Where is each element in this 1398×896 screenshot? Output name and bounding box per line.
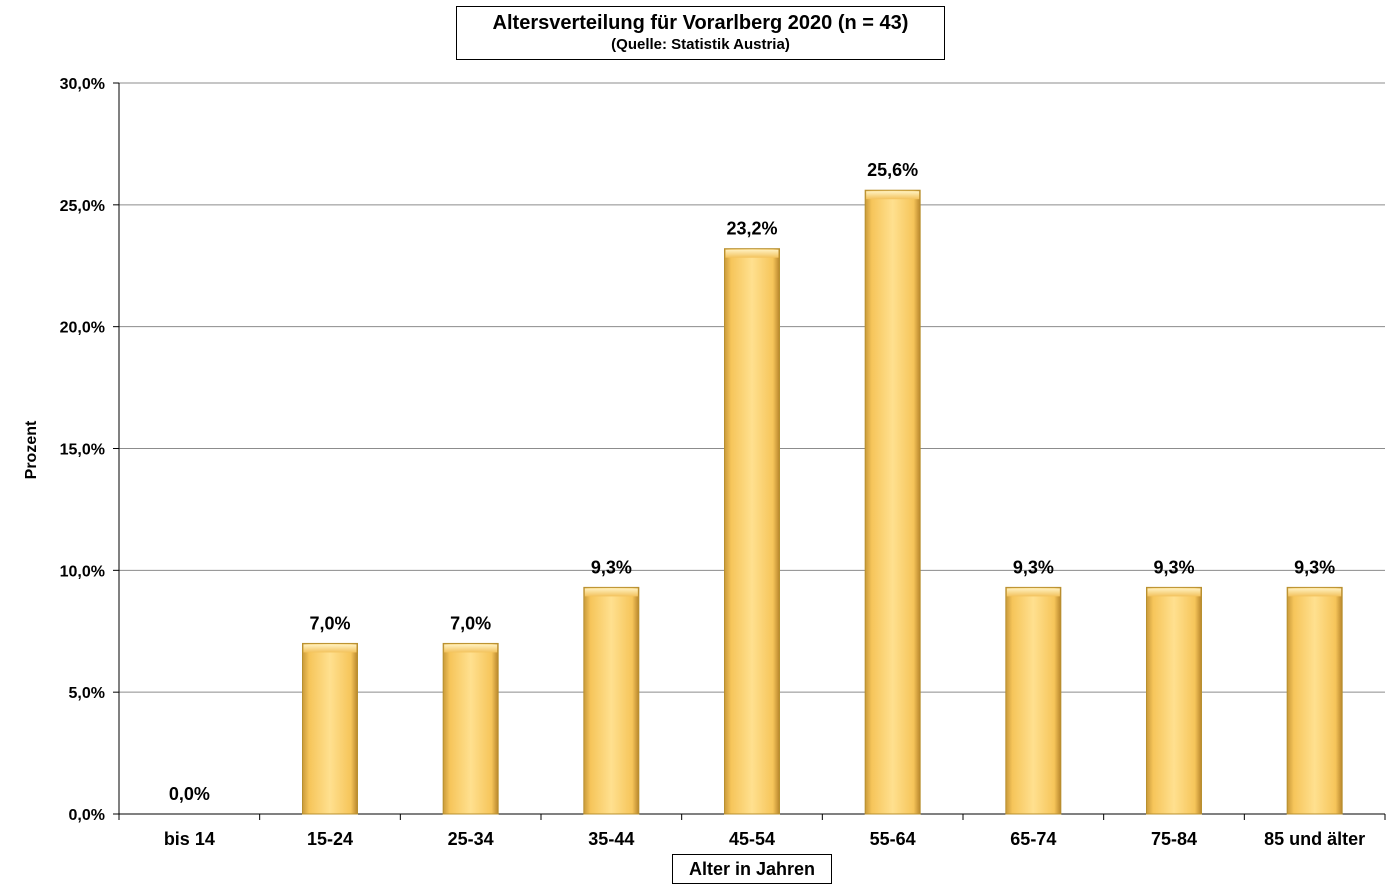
bar-body: [724, 248, 780, 815]
x-tick-label: 55-64: [870, 829, 916, 849]
data-label: 9,3%: [1294, 557, 1335, 577]
bar-body: [583, 586, 640, 815]
bar-body: [1146, 586, 1202, 815]
bar-bevel: [725, 249, 779, 258]
bar-55-64: [864, 189, 921, 815]
y-tick-label: 15,0%: [60, 442, 105, 459]
bar-body: [864, 189, 921, 815]
bar-35-44: [583, 586, 640, 815]
data-label: 25,6%: [867, 160, 918, 180]
y-axis-label: Prozent: [23, 420, 40, 480]
bar-85 und älter: [1286, 586, 1343, 815]
y-tick-label: 30,0%: [60, 76, 105, 93]
data-label: 0,0%: [169, 784, 210, 804]
data-label: 7,0%: [450, 613, 491, 633]
y-tick-label: 20,0%: [60, 320, 105, 337]
x-tick-label: 35-44: [588, 829, 634, 849]
bar-25-34: [442, 642, 499, 815]
bar-body: [1005, 586, 1062, 815]
x-tick-label: 65-74: [1010, 829, 1056, 849]
y-tick-label: 25,0%: [60, 198, 105, 215]
x-tick-label: bis 14: [164, 829, 215, 849]
x-tick-label: 75-84: [1151, 829, 1197, 849]
bar-bevel: [1006, 588, 1060, 597]
x-tick-label: 85 und älter: [1264, 829, 1365, 849]
bar-bevel: [584, 588, 638, 597]
bar-body: [442, 642, 499, 815]
bar-body: [1286, 586, 1343, 815]
bar-bevel: [866, 191, 920, 200]
bar-bevel: [303, 644, 357, 653]
x-tick-label: 15-24: [307, 829, 353, 849]
y-tick-label: 5,0%: [69, 685, 105, 702]
bars: [302, 189, 1343, 815]
x-tick-label: 25-34: [448, 829, 494, 849]
data-label: 23,2%: [726, 219, 777, 239]
x-tick-label: 45-54: [729, 829, 775, 849]
data-label: 9,3%: [1153, 557, 1194, 577]
chart-title: Altersverteilung für Vorarlberg 2020 (n …: [492, 12, 909, 34]
bar-45-54: [724, 248, 780, 815]
bar-15-24: [302, 642, 358, 815]
bar-bevel: [1147, 588, 1201, 597]
data-label: 9,3%: [1013, 557, 1054, 577]
y-tick-label: 10,0%: [60, 563, 105, 580]
data-label: 7,0%: [309, 613, 350, 633]
bar-body: [302, 642, 358, 815]
bar-bevel: [444, 644, 498, 653]
data-label: 9,3%: [591, 557, 632, 577]
chart-title-box: Altersverteilung für Vorarlberg 2020 (n …: [456, 6, 945, 60]
bar-bevel: [1288, 588, 1342, 597]
y-tick-label: 0,0%: [69, 807, 105, 824]
bar-65-74: [1005, 586, 1062, 815]
chart-subtitle: (Quelle: Statistik Austria): [611, 36, 790, 53]
data-labels: 0,0% 7,0% 7,0% 9,3% 23,2% 25,6% 9,3% 9,3% 9,3%: [169, 160, 1335, 804]
x-axis-label: Alter in Jahren: [672, 854, 832, 884]
bar-75-84: [1146, 586, 1202, 815]
